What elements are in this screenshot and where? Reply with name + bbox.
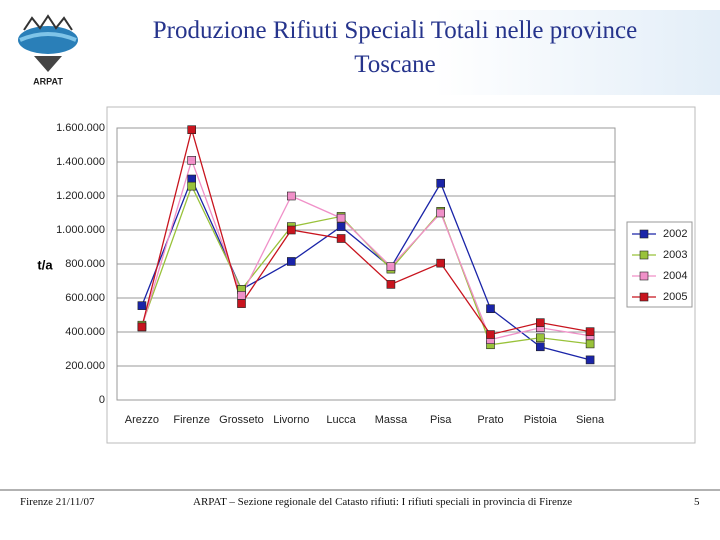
x-tick-label: Massa bbox=[375, 414, 408, 426]
x-tick-label: Pisa bbox=[430, 414, 452, 426]
data-point bbox=[187, 181, 196, 191]
slide-title: Produzione Rifiuti Speciali Totali nelle… bbox=[152, 17, 638, 78]
data-point bbox=[237, 299, 246, 308]
legend-swatch bbox=[639, 250, 649, 260]
legend-swatch bbox=[639, 292, 649, 302]
y-axis-label: t/a bbox=[37, 257, 53, 272]
data-point bbox=[386, 280, 396, 289]
footer-date: Firenze 21/11/07 bbox=[20, 496, 95, 508]
x-tick-label: Pistoia bbox=[524, 414, 558, 426]
x-tick-label: Arezzo bbox=[125, 414, 159, 426]
legend-label: 2002 bbox=[663, 228, 687, 240]
series-line bbox=[141, 127, 591, 336]
footer-source: ARPAT – Sezione regionale del Catasto ri… bbox=[193, 496, 573, 508]
x-tick-label: Prato bbox=[477, 414, 503, 426]
x-tick-label: Grosseto bbox=[219, 414, 264, 426]
data-point bbox=[436, 208, 446, 218]
data-point bbox=[585, 355, 595, 365]
legend-label: 2003 bbox=[663, 249, 687, 261]
data-point bbox=[535, 342, 545, 352]
data-point bbox=[137, 301, 147, 310]
logo-shape bbox=[18, 26, 78, 54]
x-tick-label: Siena bbox=[576, 414, 605, 426]
y-tick-label: 200.000 bbox=[65, 360, 105, 372]
data-point bbox=[237, 291, 246, 300]
y-tick-label: 1.200.000 bbox=[56, 190, 105, 202]
series-line bbox=[141, 177, 591, 361]
logo-text: ARPAT bbox=[33, 76, 63, 86]
data-point bbox=[336, 213, 346, 223]
logo-trees bbox=[23, 14, 73, 31]
data-point bbox=[535, 333, 545, 343]
data-point bbox=[436, 178, 446, 188]
y-tick-label: 1.400.000 bbox=[56, 156, 105, 168]
data-point bbox=[286, 257, 296, 266]
y-tick-label: 800.000 bbox=[65, 258, 105, 270]
logo-mark bbox=[34, 56, 62, 72]
data-point bbox=[187, 125, 196, 134]
data-point bbox=[535, 318, 545, 327]
data-point bbox=[137, 322, 147, 332]
y-tick-label: 400.000 bbox=[65, 326, 105, 338]
data-point bbox=[486, 304, 495, 314]
data-point bbox=[187, 174, 196, 184]
y-tick-label: 600.000 bbox=[65, 292, 105, 304]
data-point bbox=[386, 262, 396, 271]
legend-label: 2005 bbox=[663, 291, 687, 303]
x-tick-label: Livorno bbox=[273, 414, 309, 426]
page-number: 5 bbox=[694, 496, 700, 508]
logo: ARPAT bbox=[18, 14, 78, 86]
series-line bbox=[141, 158, 591, 341]
data-point bbox=[436, 258, 446, 268]
data-point bbox=[286, 191, 296, 201]
x-tick-label: Lucca bbox=[326, 414, 356, 426]
legend-label: 2004 bbox=[663, 270, 687, 282]
header-band bbox=[85, 10, 720, 95]
legend bbox=[626, 221, 693, 308]
y-tick-label: 1.000.000 bbox=[56, 224, 105, 236]
y-tick-label: 1.600.000 bbox=[56, 122, 105, 134]
data-point bbox=[187, 156, 196, 165]
data-point bbox=[336, 234, 346, 243]
y-tick-label: 0 bbox=[99, 394, 105, 406]
data-point bbox=[585, 339, 595, 349]
legend-swatch bbox=[639, 229, 649, 239]
logo-wave bbox=[19, 32, 77, 42]
legend-swatch bbox=[639, 271, 649, 281]
data-point bbox=[486, 330, 495, 339]
data-point bbox=[585, 327, 595, 336]
data-point bbox=[286, 225, 296, 235]
x-tick-label: Firenze bbox=[173, 414, 210, 426]
data-point bbox=[336, 222, 346, 231]
